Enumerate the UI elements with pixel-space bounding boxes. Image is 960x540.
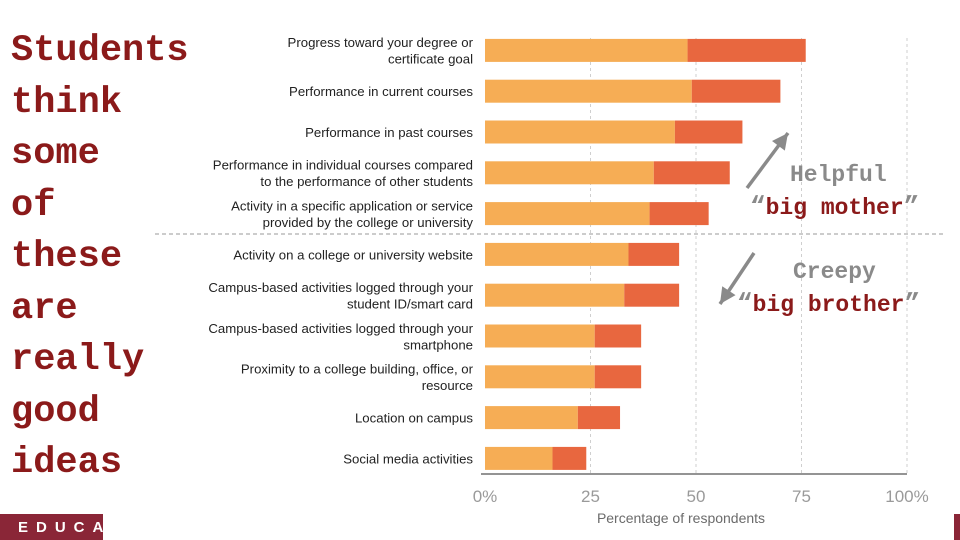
category-label: Campus-based activities logged through y… <box>208 321 473 336</box>
quote-close: ” <box>903 192 920 222</box>
category-label: Location on campus <box>355 411 473 426</box>
category-label: Activity on a college or university webs… <box>233 247 473 262</box>
x-axis-title: Percentage of respondents <box>597 510 765 526</box>
category-label: Performance in current courses <box>289 84 473 99</box>
bar-segment-secondary <box>594 324 642 348</box>
big-brother-label: “big brother” <box>737 291 920 318</box>
bar-segment-secondary <box>674 120 743 144</box>
bar-segment-primary <box>485 365 595 389</box>
bar-segment-secondary <box>649 202 709 226</box>
bar-segment-secondary <box>653 161 730 185</box>
headline-word: are <box>11 287 78 330</box>
x-tick-label: 25 <box>581 487 600 506</box>
brand-bar: EDUCAU <box>0 514 103 540</box>
arrow-up-icon-head <box>772 133 788 151</box>
x-tick-label: 50 <box>687 487 706 506</box>
headline-word: of <box>11 184 56 227</box>
category-label: to the performance of other students <box>260 174 473 189</box>
bar-segment-primary <box>485 79 692 103</box>
category-label: resource <box>422 378 473 393</box>
bar-segment-secondary <box>577 406 621 430</box>
bar-segment-secondary <box>594 365 642 389</box>
quote-close: ” <box>904 289 921 319</box>
bar-segment-primary <box>485 242 629 266</box>
bar-segment-primary <box>485 202 650 226</box>
bar-segment-secondary <box>691 79 781 103</box>
bar-segment-primary <box>485 283 625 307</box>
bar-segment-primary <box>485 406 578 430</box>
bar-segment-secondary <box>624 283 680 307</box>
x-tick-label: 0% <box>473 487 498 506</box>
headline-word: really <box>11 339 145 381</box>
headline-word: some <box>11 133 100 175</box>
category-label: Performance in individual courses compar… <box>213 158 473 173</box>
category-label: provided by the college or university <box>263 215 474 230</box>
category-label: Progress toward your degree or <box>288 35 474 50</box>
x-tick-label: 100% <box>885 487 928 506</box>
category-label: certificate goal <box>388 52 473 67</box>
category-label: Social media activities <box>343 451 473 466</box>
headline-word: good <box>11 390 100 433</box>
x-tick-label: 75 <box>792 487 811 506</box>
headline-word: Students <box>11 30 189 72</box>
category-label: Performance in past courses <box>305 125 473 140</box>
category-label: Campus-based activities logged through y… <box>208 280 473 295</box>
quote-open: “ <box>737 289 753 319</box>
big-brother-text: big brother <box>752 292 905 318</box>
creepy-label: Creepy <box>793 259 876 285</box>
category-label: Activity in a specific application or se… <box>231 198 473 213</box>
category-label: smartphone <box>403 337 473 352</box>
bar-segment-secondary <box>687 38 806 62</box>
arrow-down-icon-head <box>720 286 736 304</box>
quote-open: “ <box>750 192 766 222</box>
bar-segment-primary <box>485 38 688 62</box>
bar-segment-primary <box>485 120 675 144</box>
category-label: student ID/smart card <box>347 296 473 311</box>
bar-segment-secondary <box>628 242 680 266</box>
category-label: Proximity to a college building, office,… <box>241 362 474 377</box>
accent-bar <box>954 514 960 540</box>
helpful-label: Helpful <box>790 162 887 188</box>
bar-segment-primary <box>485 324 595 348</box>
big-mother-text: big mother <box>765 195 904 221</box>
bar-segment-secondary <box>552 446 587 470</box>
brand-logo-text: EDUCAU <box>18 519 103 536</box>
bar-segment-primary <box>485 161 654 185</box>
headline-word: think <box>11 81 123 124</box>
headline: Students think some of these are really … <box>11 26 189 490</box>
headline-word: ideas <box>11 442 123 484</box>
headline-word: these <box>11 236 123 278</box>
bar-segment-primary <box>485 446 553 470</box>
big-mother-label: “big mother” <box>750 194 919 221</box>
